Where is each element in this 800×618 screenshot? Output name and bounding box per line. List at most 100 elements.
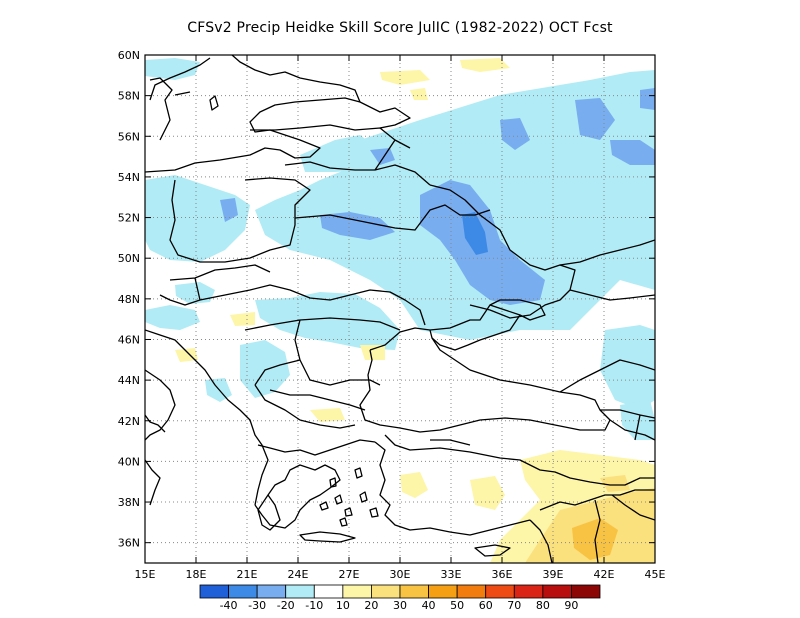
colorbar-label: 50 [450,599,464,612]
caucasus-borders [559,359,655,441]
colorbar-swatch [485,584,515,599]
neg-skill-region-poland [145,175,250,262]
colorbar-label: -10 [305,599,323,612]
pos-skill-region-bulgaria [360,345,385,360]
colorbar-labels: -40 -30 -20 -10 10 20 30 40 50 60 70 80 90 [220,599,579,612]
adriatic-coast [145,329,269,506]
colorbar-label: 70 [507,599,521,612]
balkan-borders [244,317,401,429]
neg-skill-region-caspian [600,325,655,410]
turkey-syria-iraq-border [594,494,655,563]
colorbar-swatch [399,584,429,599]
cyprus [474,544,511,557]
baltic-state-borders [250,124,431,186]
pos-skill-region-balkans [310,408,345,422]
poland-border [169,177,311,263]
lat-tick-label: 44N [118,374,140,387]
lon-tick-label: 36E [492,568,513,581]
neg-skill-region-baltic [300,135,380,172]
pos-skill-region-anatolia-center [470,476,505,510]
colorbar-swatch [228,584,258,599]
colorbar-label: -40 [220,599,238,612]
greece-coast [254,439,376,529]
pos-skill-region-north-2 [410,88,428,100]
volga-region-borders [559,239,655,301]
colorbar-swatch [199,584,229,599]
hungary-romania-borders [199,284,426,326]
colorbar-swatch [256,584,287,599]
azov-coast [489,299,546,321]
lat-tick-label: 48N [118,293,140,306]
neg-skill-core-upper-left [640,88,655,110]
colorbar-swatch [371,584,401,599]
lon-tick-label: 27E [339,568,360,581]
country-borders [145,55,655,563]
colorbar-label: 80 [536,599,550,612]
lat-tick-label: 52N [118,212,140,225]
lon-tick-label: 18E [186,568,207,581]
neg-skill-region-scandinavia [145,58,200,80]
lon-tick-label: 42E [594,568,615,581]
map-title: CFSv2 Precip Heidke Skill Score JulIC (1… [187,20,613,36]
longitude-axis: 15E 18E 21E 24E 27E 30E 33E 36E 39E 42E 45E [135,55,666,581]
colorbar-label: 60 [479,599,493,612]
neg-skill-core-belarus [320,212,395,240]
italy-coast [145,369,176,506]
lon-tick-label: 39E [543,568,564,581]
lon-tick-label: 33E [441,568,462,581]
pos-skill-region-aegean [400,472,428,498]
lon-tick-label: 24E [288,568,309,581]
crimea-coast [429,304,521,351]
colorbar-label: -20 [277,599,295,612]
latitude-axis: 36N 38N 40N 42N 44N 46N 48N 50N 52N 54N 56N 58N 60N [118,49,655,550]
lat-tick-label: 38N [118,496,140,509]
colorbar-label: 20 [364,599,378,612]
neg-skill-region-central [255,292,400,350]
peloponnese [257,494,281,531]
lon-tick-label: 21E [237,568,258,581]
colorbar-label: 10 [336,599,350,612]
colorbar-swatch [342,584,372,599]
pos-skill-region-north-1 [460,58,510,72]
scandinavia-coast [149,57,211,141]
lat-tick-label: 50N [118,252,140,265]
aegean-islands [319,467,379,527]
neg-skill-region-pannonia [175,282,215,304]
neg-skill-core-east [610,140,655,165]
neg-skill-region-alps [145,305,200,330]
colorbar-swatch [513,584,544,599]
crete [299,531,356,543]
colorbar-swatch [285,584,315,599]
pos-skill-region-lapland [380,70,430,85]
lon-tick-label: 45E [645,568,666,581]
lon-tick-label: 30E [390,568,411,581]
austria-czech-borders [159,264,271,306]
lat-tick-label: 58N [118,90,140,103]
pos-skill-mid-north [600,475,630,492]
skill-shading-layer [145,58,655,563]
lat-tick-label: 56N [118,130,140,143]
belarus-ukraine-border [294,204,491,231]
black-sea-coast [359,327,611,433]
turkey-south-coast [384,434,655,511]
neg-skill-region-east-edge [620,400,655,440]
lat-tick-label: 42N [118,415,140,428]
grid-lines [145,55,655,563]
neg-skill-core-moscow [575,98,615,140]
italy-heel [145,414,166,433]
anatolia-aegean-coast [374,441,531,536]
colorbar-swatch [542,584,572,599]
lat-tick-label: 54N [118,171,140,184]
colorbar-label: 40 [422,599,436,612]
gulf-of-finland [359,101,411,129]
colorbar-label: 30 [393,599,407,612]
lon-tick-label: 15E [135,568,156,581]
pos-skill-region-central [230,312,255,326]
colorbar [199,584,601,599]
neg-skill-core-kaliningrad [370,148,395,165]
colorbar-swatch [428,584,458,599]
neg-skill-core-west-russia [500,118,530,150]
levant-coast [529,519,553,563]
colorbar-swatch [571,584,601,599]
